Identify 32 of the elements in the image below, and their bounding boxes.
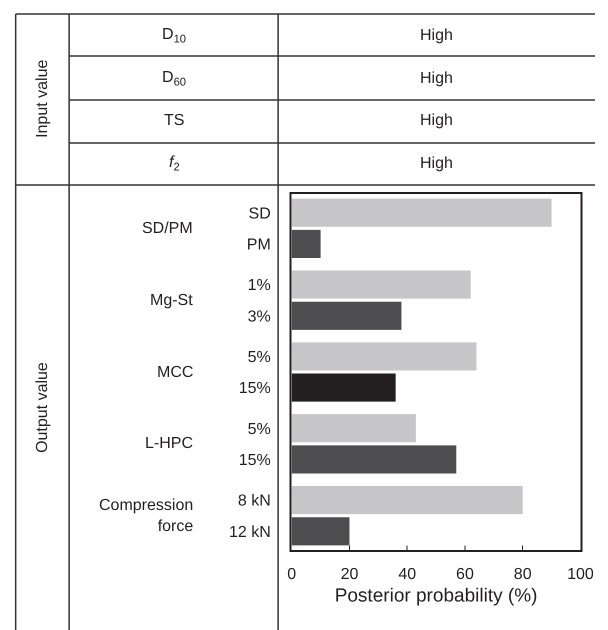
x-axis-title: Posterior probability (%) (334, 585, 538, 606)
y-tick-label: SD (248, 205, 271, 222)
y-tick-label: 3% (248, 308, 271, 326)
text: High (420, 155, 453, 172)
y-tick-label: 15% (238, 452, 271, 470)
text: Input value (34, 60, 51, 138)
y-tick-label: PM (246, 236, 271, 254)
text: L-HPC (145, 435, 194, 452)
text: D$_{60}$ (162, 69, 186, 88)
text: High (420, 27, 453, 44)
text: MCC (157, 364, 194, 381)
text: D$_{10}$ (162, 26, 186, 46)
y-tick-label: 5% (248, 420, 271, 438)
x-tick-label: 100 (567, 566, 594, 583)
y-tick-label: 12 kN (228, 524, 271, 541)
y-tick-label: 1% (248, 277, 271, 294)
text: TS (164, 112, 184, 129)
x-tick-label: 20 (340, 566, 358, 583)
text: High (420, 70, 453, 87)
text: f$_{2}$ (169, 154, 180, 174)
text: Mg-St (150, 292, 194, 309)
text: Output value (34, 362, 51, 453)
y-tick-label: 5% (248, 348, 271, 366)
y-tick-label: 8 kN (238, 492, 271, 510)
x-tick-label: 80 (514, 566, 532, 583)
x-tick-label: 40 (398, 566, 416, 583)
text: Compression force (99, 497, 194, 535)
text: High (420, 112, 453, 129)
y-tick-label: 15% (238, 380, 271, 398)
x-tick-label: 60 (456, 566, 474, 583)
x-tick-label: 0 (287, 566, 296, 583)
text: SD/PM (142, 220, 193, 237)
